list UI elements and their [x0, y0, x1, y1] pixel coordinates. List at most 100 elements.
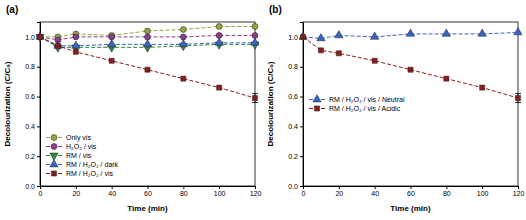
tick-mark	[300, 126, 303, 127]
series-line	[40, 37, 255, 98]
legend-label: RM / H₂O₂ / vis / Neutral	[329, 96, 405, 103]
series	[37, 34, 258, 102]
legend-marker	[50, 160, 58, 167]
error-bar	[252, 94, 258, 103]
data-point	[336, 51, 341, 56]
tick: 0.2	[25, 153, 40, 160]
panel: (a)0204060801001200.00.20.40.60.81.0Time…	[3, 4, 261, 213]
plot-frame	[303, 22, 518, 186]
data-point	[317, 34, 325, 41]
tick: 0.8	[25, 63, 40, 70]
tick: 0	[302, 186, 306, 197]
tick-mark	[37, 97, 40, 98]
legend-marker	[51, 135, 57, 141]
tick-label: 1.0	[25, 34, 35, 41]
data-point	[299, 32, 307, 39]
data-point	[478, 29, 486, 36]
legend-label: RM / vis	[66, 152, 92, 159]
data-point	[215, 38, 223, 45]
tick-label: 20	[72, 190, 80, 197]
data-point	[251, 38, 259, 45]
data-point	[109, 58, 114, 63]
y-axis-title: Decolourization (C/C₀)	[266, 61, 275, 146]
tick-label: 40	[371, 190, 379, 197]
plot-frame	[40, 22, 255, 186]
series	[37, 23, 258, 39]
tick-mark	[76, 186, 77, 189]
x-axis-title: Time (min)	[127, 204, 168, 213]
tick: 100	[477, 186, 489, 197]
series	[299, 28, 522, 41]
tick-mark	[255, 186, 256, 189]
data-point	[514, 28, 522, 35]
data-point	[216, 32, 222, 38]
data-point	[252, 95, 257, 100]
data-point	[180, 26, 186, 32]
data-point	[252, 32, 258, 38]
data-point	[108, 40, 116, 47]
tick-mark	[300, 67, 303, 68]
tick: 0.4	[288, 123, 303, 130]
panel: (b)0204060801001200.00.20.40.60.81.0Time…	[266, 4, 524, 213]
data-point	[37, 34, 43, 40]
tick: 80	[180, 186, 188, 197]
legend-marker	[51, 171, 56, 176]
data-point	[72, 41, 80, 48]
tick-mark	[37, 156, 40, 157]
tick: 100	[214, 186, 226, 197]
data-point	[181, 76, 186, 81]
data-point	[335, 31, 343, 38]
y-axis: 0.00.20.40.60.81.0	[288, 23, 303, 190]
legend-marker	[313, 95, 321, 102]
tick-mark	[300, 97, 303, 98]
data-point	[252, 23, 258, 29]
tick-mark	[446, 186, 447, 189]
tick-mark	[219, 186, 220, 189]
tick: 40	[371, 186, 379, 197]
data-point	[55, 43, 60, 48]
data-point	[73, 34, 79, 40]
x-axis: 020406080100120	[302, 186, 525, 197]
tick: 0	[39, 186, 43, 197]
legend-marker	[314, 106, 319, 111]
legend-entry: RM / H₂O₂ / dark	[46, 160, 119, 168]
tick-label: 0.4	[288, 123, 298, 130]
axis-line	[304, 187, 519, 190]
tick: 20	[72, 186, 80, 197]
tick: 0.8	[288, 63, 303, 70]
tick-mark	[482, 186, 483, 189]
data-point	[37, 34, 42, 39]
tick-mark	[411, 186, 412, 189]
tick: 0.6	[288, 93, 303, 100]
legend-entry: Only vis	[46, 134, 91, 142]
data-point	[406, 29, 414, 36]
tick-label: 0.0	[25, 183, 35, 190]
x-axis: 020406080100120	[39, 186, 262, 197]
plot-area	[36, 23, 259, 102]
tick-label: 0.8	[25, 63, 35, 70]
legend-label: RM / H₂O₂ / vis / Acidic	[329, 105, 401, 112]
data-point	[444, 76, 449, 81]
tick-label: 120	[250, 190, 262, 197]
panel-title: (a)	[6, 4, 18, 15]
tick-mark	[518, 186, 519, 189]
series	[300, 34, 521, 102]
tick-label: 80	[180, 190, 188, 197]
legend-label: H₂O₂ / vis	[66, 143, 97, 150]
figure: (a)0204060801001200.00.20.40.60.81.0Time…	[0, 0, 526, 220]
tick-label: 40	[108, 190, 116, 197]
tick-label: 80	[443, 190, 451, 197]
data-point	[145, 34, 151, 40]
tick-label: 0	[39, 190, 43, 197]
tick-label: 0.6	[25, 93, 35, 100]
y-axis-title: Decolourization (C/C₀)	[3, 61, 12, 146]
series	[36, 32, 259, 48]
legend-entry: H₂O₂ / vis	[46, 143, 97, 150]
data-point	[143, 40, 151, 47]
panel-title: (b)	[269, 4, 282, 15]
tick: 0.0	[25, 183, 40, 190]
legend-label: RM / H₂O₂ / dark	[66, 161, 119, 168]
x-axis-title: Time (min)	[390, 204, 431, 213]
legend: RM / H₂O₂ / vis / Neutral RM / H₂O₂ / vis…	[309, 95, 405, 112]
tick-mark	[148, 186, 149, 189]
